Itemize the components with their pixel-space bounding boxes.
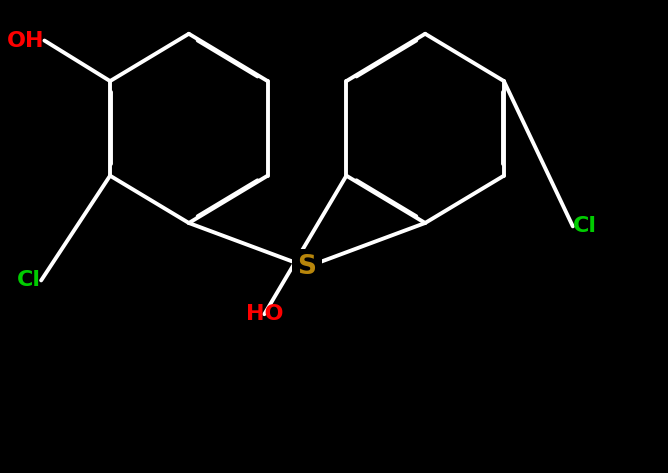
Text: S: S <box>297 254 317 280</box>
Text: Cl: Cl <box>573 216 597 236</box>
Text: HO: HO <box>246 304 283 324</box>
Text: OH: OH <box>7 31 45 51</box>
Text: Cl: Cl <box>17 271 41 290</box>
